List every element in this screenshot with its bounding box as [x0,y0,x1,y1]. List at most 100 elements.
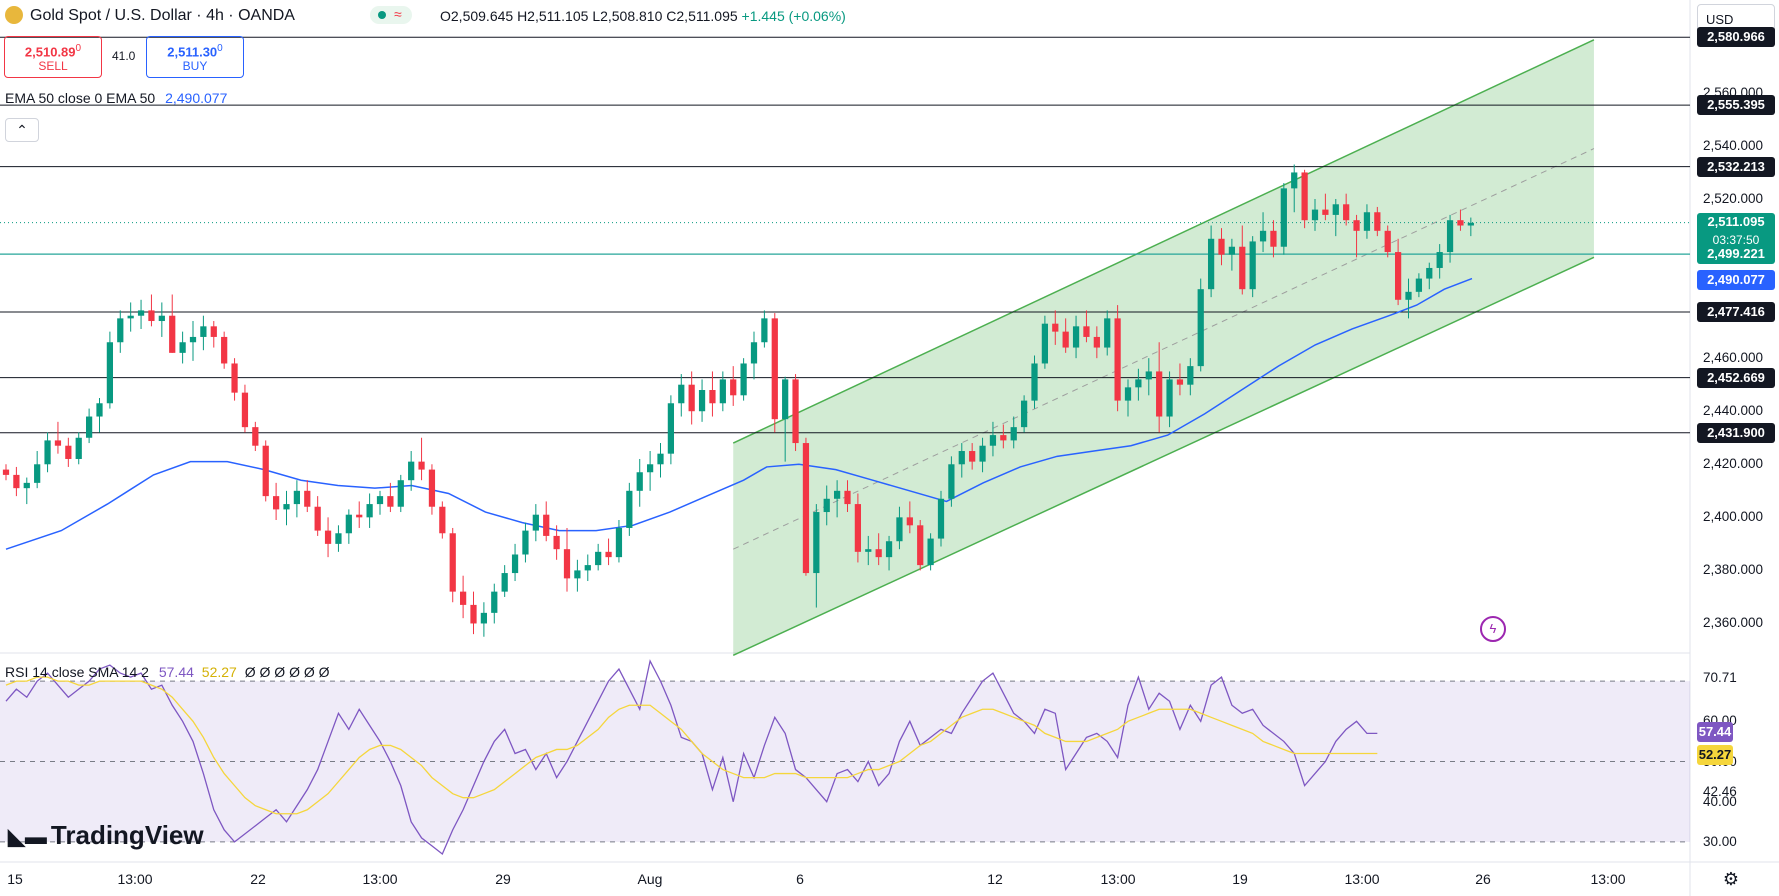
settings-gear-icon[interactable]: ⚙ [1722,869,1740,889]
rsi-legend[interactable]: RSI 14 close SMA 14 2 57.44 52.27 Ø Ø Ø … [5,664,330,680]
buy-button[interactable]: 2,511.300 BUY [146,36,244,78]
candle-body [200,326,207,337]
sell-label: SELL [38,59,68,74]
candle-body [688,384,695,412]
sell-price: 2,510.89 [24,44,76,60]
candle-body [221,336,228,364]
candle-body [272,496,280,510]
candle-body [865,549,872,552]
price-tick-label: 2,540.000 [1703,137,1764,153]
candle-body [1363,212,1371,231]
candle-body [823,498,830,513]
horizontal-level-tag: 2,477.416 [1697,301,1775,322]
sell-button[interactable]: 2,510.890 SELL [4,36,102,78]
candle-body [719,379,726,404]
candle-body [854,504,862,552]
candle-body [1394,252,1402,300]
candle-body [1156,371,1163,417]
candle-body [428,469,436,507]
candle-body [1145,371,1152,380]
candle-body [231,363,238,393]
candle-body [293,490,301,505]
candle-body [1228,246,1236,255]
candle-body [189,336,197,343]
candle-body [730,379,737,396]
ema-legend[interactable]: EMA 50 close 0 EMA 50 2,490.077 [5,90,227,106]
candle-body [1197,289,1204,367]
candle-body [1093,336,1100,348]
candle-body [13,474,20,489]
candle-body [449,533,456,592]
brand-name: TradingView [50,820,204,850]
candle-body [96,403,103,417]
candle-body [1104,318,1111,348]
candle-body [1343,204,1350,221]
candle-body [813,512,820,574]
candle-body [1446,220,1454,253]
horizontal-level-tag: 2,580.966 [1697,27,1775,48]
rsi-sma-legend-value: 52.27 [201,664,237,680]
candle-body [366,504,373,518]
candle-body [1062,331,1069,348]
candle-body [1114,318,1121,401]
ohlc-open: O2,509.645 [440,8,514,24]
price-tick-label: 2,440.000 [1703,403,1764,419]
ohlc-readout: O2,509.645 H2,511.105 L2,508.810 C2,511.… [440,8,846,24]
rsi-legend-value: 57.44 [158,664,194,680]
candle-body [1207,238,1215,290]
price-tick-label: 2,400.000 [1703,509,1764,525]
time-tick-label: 13:00 [1590,871,1626,887]
candle-body [563,549,571,579]
symbol-title[interactable]: Gold Spot / U.S. Dollar · 4h · OANDA [30,7,295,24]
buy-price-sup: 0 [217,43,223,54]
symbol-logo[interactable] [5,6,23,24]
candle-body [252,427,259,446]
candle-body [1457,220,1464,226]
candle-body [1353,220,1360,231]
candle-body [85,416,93,438]
candle-body [54,440,62,446]
price-tick-label: 2,360.000 [1703,615,1764,631]
candle-body [34,464,41,483]
candle-body [387,496,394,507]
candle-body [927,538,934,566]
candle-body [418,461,425,470]
time-tick-label: 22 [250,871,266,887]
candle-body [833,490,841,499]
horizontal-level-tag: 2,532.213 [1697,156,1775,177]
candle-body [1124,387,1132,401]
rsi-extra-values: Ø Ø Ø Ø Ø Ø [244,664,330,680]
candle-body [698,390,706,412]
price-tick-label: 2,380.000 [1703,562,1764,578]
price-tick-label: 2,460.000 [1703,350,1764,366]
candle-body [44,440,51,465]
time-tick-label: 13:00 [1100,871,1136,887]
time-tick-label: 19 [1232,871,1248,887]
candle-body [646,464,654,473]
candle-body [1374,212,1381,231]
horizontal-level-tag: 2,431.900 [1697,422,1775,443]
time-tick-label: 13:00 [117,871,153,887]
time-tick-label: 12 [987,871,1003,887]
candle-body [1176,379,1184,385]
lightning-icon[interactable]: ϟ [1480,616,1506,642]
candle-body [408,461,415,481]
ema-value-tag: 2,490.077 [1697,270,1775,291]
candle-body [709,390,716,404]
rsi-tick-label: 40.00 [1703,793,1737,809]
candle-body [958,451,965,465]
candle-body [345,514,352,534]
brand-logo[interactable]: ◣▬ TradingView [8,820,204,851]
candle-body [283,504,290,510]
rsi-tick-label: 70.71 [1703,670,1737,686]
collapse-legend-button[interactable]: ⌃ [5,118,39,142]
ohlc-close: C2,511.095 [666,8,738,24]
candle-body [1384,230,1391,253]
candle-body [65,445,72,459]
candle-body [1000,435,1007,441]
time-tick-label: Aug [637,871,663,887]
candle-body [1020,400,1028,428]
sell-price-sup: 0 [75,43,82,54]
candle-body [376,496,384,505]
